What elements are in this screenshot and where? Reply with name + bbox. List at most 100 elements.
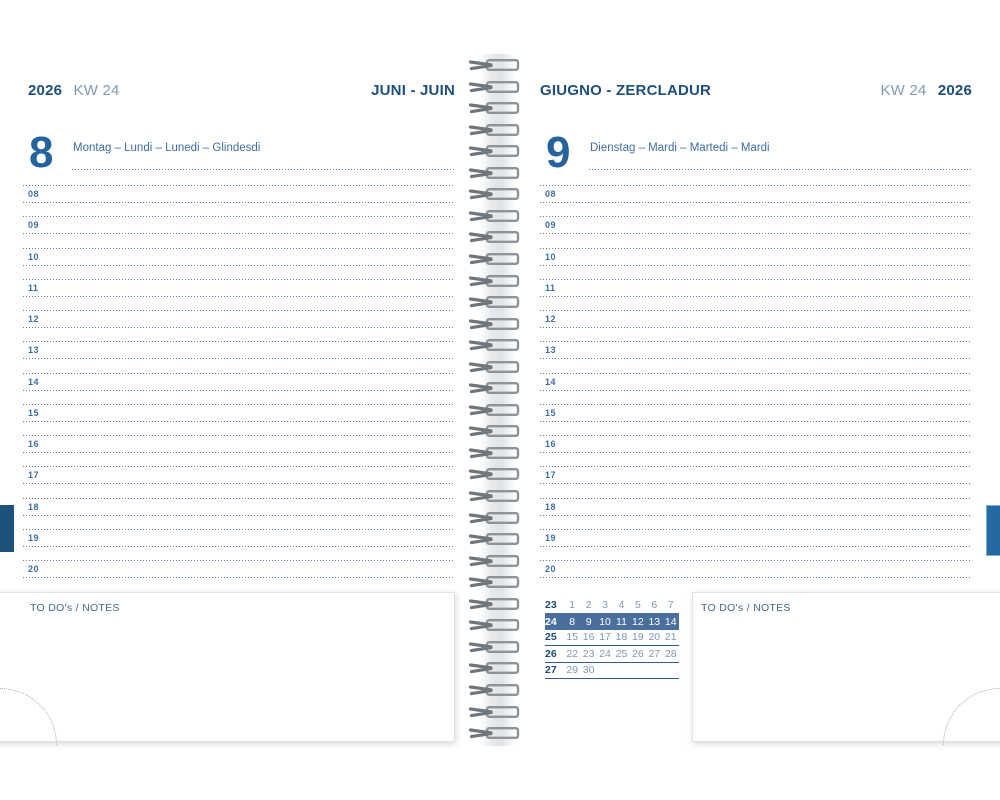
hour-line [23, 185, 455, 186]
hour-label: 08 [28, 189, 40, 199]
spiral-loop [468, 209, 520, 223]
hour-label: 08 [545, 189, 557, 199]
spiral-loop [468, 101, 520, 115]
hour-label: 11 [28, 282, 39, 293]
hour-line [23, 483, 455, 485]
spiral-loop [468, 360, 520, 374]
hour-grid: 08 09 10 11 12 13 14 15 16 17 18 19 20 [23, 185, 455, 591]
spiral-loop [468, 467, 520, 481]
hour-line [23, 452, 455, 453]
hour-line [540, 372, 972, 374]
hour-row: 14 [23, 372, 455, 404]
hour-label: 17 [28, 470, 40, 481]
hour-label: 10 [545, 251, 557, 262]
spiral-loop [468, 58, 520, 72]
hour-line [540, 327, 972, 328]
calendar-day: 9 [585, 615, 592, 628]
hour-line [23, 466, 455, 468]
calendar-day: 16 [582, 631, 595, 644]
spiral-loop [468, 618, 520, 632]
spiral-loop [468, 511, 520, 525]
calendar-day: 30 [582, 664, 595, 677]
hour-row: 20 [540, 560, 972, 591]
calendar-day: 6 [651, 599, 658, 612]
calendar-week-row: 25 15 16 17 18 19 20 21 [545, 630, 679, 647]
hour-line [540, 528, 972, 530]
hour-row: 19 [23, 528, 455, 560]
calendar-day: 10 [599, 615, 611, 628]
hour-line [540, 358, 972, 360]
hour-line [23, 278, 455, 280]
hour-line [23, 528, 455, 530]
spiral-loop [468, 532, 520, 546]
day-underline [589, 169, 972, 170]
hour-line [23, 577, 455, 578]
hour-label: 19 [28, 532, 40, 543]
spiral-loop [468, 274, 520, 288]
hour-line [23, 435, 455, 436]
hour-line [540, 216, 972, 218]
hour-label: 14 [28, 376, 40, 387]
hour-row: 18 [540, 497, 972, 529]
hour-line [23, 358, 455, 360]
hour-line [540, 466, 972, 468]
hour-row: 09 [23, 216, 455, 247]
spiral-loop [468, 575, 520, 589]
calendar-day: 13 [648, 615, 661, 628]
hour-line [540, 452, 972, 453]
edge-tab-left [0, 505, 14, 552]
hour-label: 20 [28, 564, 40, 574]
spiral-loop [468, 338, 520, 352]
hour-line [540, 295, 972, 297]
hour-label: 17 [545, 470, 557, 481]
hour-line [23, 514, 455, 516]
hour-line [540, 403, 972, 405]
hour-row: 18 [23, 497, 455, 529]
left-page-header: 2026 KW 24 JUNI - JUIN [23, 83, 455, 99]
spiral-loop [468, 166, 520, 180]
hour-label: 14 [545, 376, 557, 387]
hour-line [540, 233, 972, 235]
calendar-day: 28 [664, 647, 677, 660]
hour-line [23, 341, 455, 343]
hour-label: 15 [28, 407, 40, 418]
calendar-day: 19 [632, 631, 644, 644]
hour-line [540, 310, 972, 311]
calendar-day: 8 [569, 615, 576, 628]
hour-line [23, 295, 455, 297]
year-label: 2026 [28, 82, 63, 99]
hour-line [540, 202, 972, 203]
hour-label: 10 [28, 251, 40, 262]
right-page: GIUGNO - ZERCLADUR KW 24 2026 9 Dienstag… [540, 0, 972, 800]
week-number: 27 [545, 664, 557, 677]
calendar-day: 29 [566, 664, 579, 677]
spiral-binding [468, 0, 520, 800]
todo-notes-label: TO DO's / NOTES [701, 602, 791, 614]
hour-label: 11 [545, 282, 556, 293]
hour-row: 08 [540, 185, 972, 216]
hour-row: 10 [23, 247, 455, 279]
calendar-day: 7 [667, 599, 674, 612]
spiral-loop [468, 230, 520, 244]
hour-line [540, 545, 972, 547]
calendar-week-row: 24 8 9 10 11 12 13 14 [545, 613, 679, 630]
hour-row: 17 [540, 466, 972, 497]
day-underline [72, 169, 455, 170]
week-number: 24 [545, 615, 557, 628]
todo-notes-card: TO DO's / NOTES [0, 592, 455, 742]
hour-line [540, 497, 972, 499]
hour-line [23, 545, 455, 547]
calendar-day: 3 [602, 599, 608, 612]
hour-row: 16 [540, 435, 972, 466]
hour-line [23, 389, 455, 391]
hour-line [23, 264, 455, 266]
hour-row: 13 [23, 341, 455, 372]
hour-row: 09 [540, 216, 972, 247]
mini-calendar: 23 1 2 3 4 5 6 7 24 8 9 10 11 12 13 14 25 15 16 17 18 19 20 21 2… [545, 597, 679, 679]
week-number: 23 [545, 599, 557, 612]
hour-line [23, 372, 455, 374]
hour-label: 18 [28, 501, 40, 512]
month-title: GIUGNO - ZERCLADUR [540, 82, 712, 99]
calendar-day: 27 [648, 647, 661, 660]
hour-row: 15 [23, 403, 455, 435]
